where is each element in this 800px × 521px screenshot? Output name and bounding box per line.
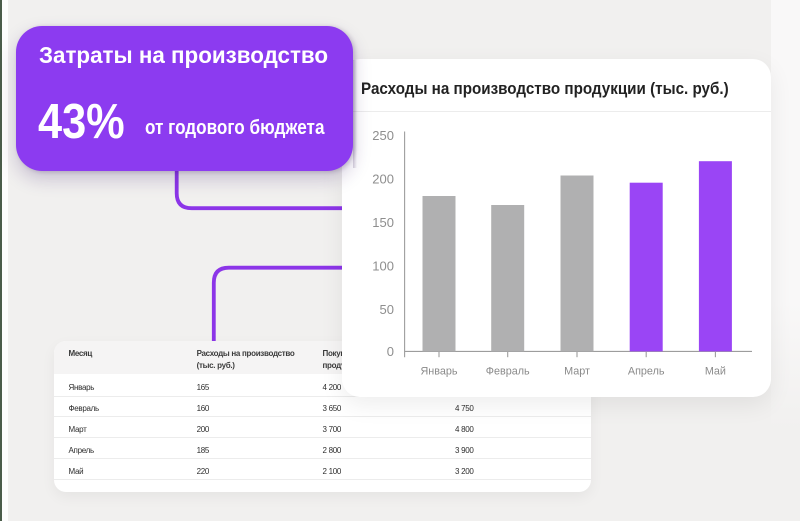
svg-text:Март: Март [564,366,590,378]
svg-text:150: 150 [372,215,394,230]
svg-text:Февраль: Февраль [486,366,530,378]
svg-text:Апрель: Апрель [628,366,665,378]
svg-text:Январь: Январь [420,366,457,378]
svg-text:50: 50 [380,302,394,317]
svg-text:100: 100 [372,258,394,273]
svg-text:0: 0 [387,344,394,359]
svg-text:250: 250 [372,128,394,143]
svg-text:200: 200 [372,171,394,186]
svg-text:Май: Май [705,366,726,378]
